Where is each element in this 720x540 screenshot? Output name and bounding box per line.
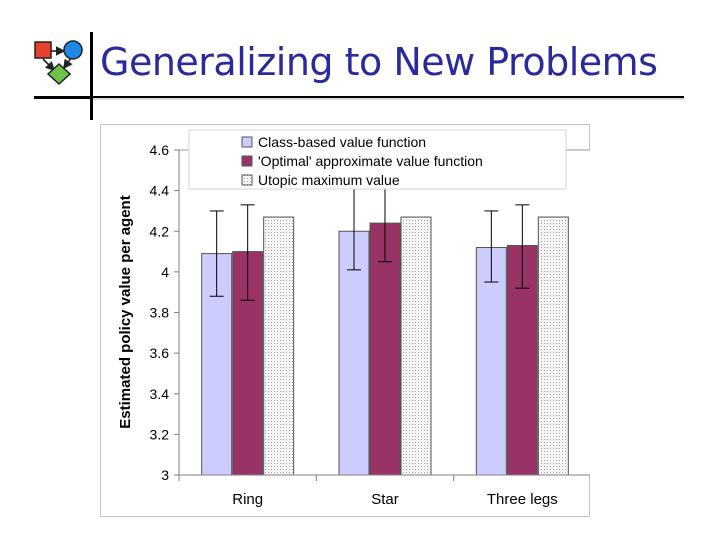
x-tick-label: Three legs — [487, 491, 558, 508]
bar-3-three-legs — [537, 216, 569, 476]
y-tick-label: 3.6 — [150, 345, 170, 361]
bar-chart: 3 3.2 3.4 3.6 3.8 4 4.2 4.4 4.6 Ring Star Three le… — [100, 124, 592, 517]
title-vertical-rule — [90, 32, 93, 120]
legend-swatch — [241, 155, 253, 167]
y-tick-label: 3.8 — [150, 305, 170, 321]
bar-3-ring — [263, 216, 295, 476]
y-axis-label: Estimated policy value per agent — [117, 195, 134, 428]
title-underline — [34, 96, 684, 99]
slide-title: Generalizing to New Problems — [100, 40, 658, 84]
legend-swatch — [241, 136, 253, 148]
title-underline-shadow — [93, 98, 684, 100]
y-tick-label: 4.6 — [150, 142, 170, 158]
x-tick-label: Star — [371, 491, 399, 508]
bar-1-three-legs — [475, 247, 507, 476]
legend-label: 'Optimal' approximate value function — [258, 153, 483, 169]
logo-circle — [63, 40, 83, 60]
y-tick-label: 3.2 — [150, 426, 170, 442]
y-tick-label: 4 — [161, 264, 169, 280]
legend-label: Utopic maximum value — [258, 172, 400, 188]
x-tick-label: Ring — [232, 491, 263, 508]
y-tick-label: 4.4 — [150, 183, 170, 199]
logo-square — [34, 41, 52, 59]
bar-3-star — [400, 216, 432, 476]
logo-diamond — [46, 62, 72, 86]
flowchart-logo-icon — [34, 40, 83, 86]
legend-label: Class-based value function — [258, 134, 426, 150]
y-tick-label: 4.2 — [150, 223, 170, 239]
bar-2-star — [369, 222, 401, 476]
y-tick-label: 3 — [161, 467, 169, 483]
chart-frame: 3 3.2 3.4 3.6 3.8 4 4.2 4.4 4.6 Ring Star Three le… — [100, 124, 592, 517]
y-tick-label: 3.4 — [150, 386, 170, 402]
legend-swatch — [241, 174, 253, 186]
bar-1-star — [338, 230, 370, 476]
